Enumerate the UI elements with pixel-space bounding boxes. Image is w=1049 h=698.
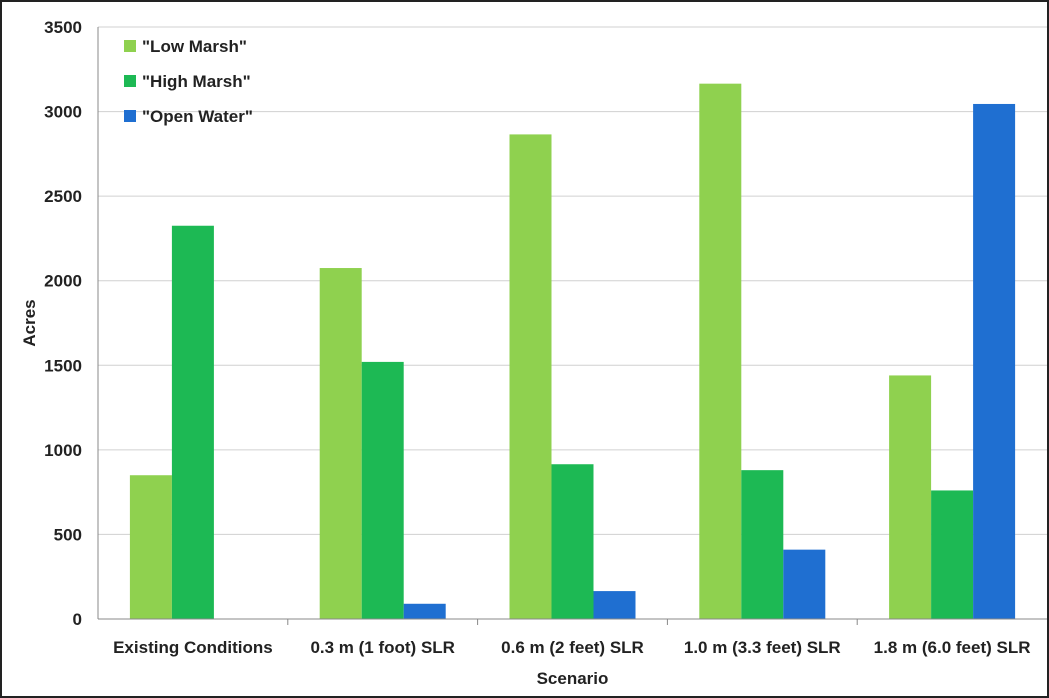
bar	[889, 375, 932, 619]
y-tick-label: 1500	[44, 356, 82, 375]
y-axis-title: Acres	[20, 299, 39, 346]
bar	[509, 134, 552, 620]
y-tick-label: 500	[54, 525, 82, 544]
bar	[593, 591, 636, 619]
x-tick-label: 0.6 m (2 feet) SLR	[501, 638, 644, 657]
bar	[973, 103, 1016, 619]
bars	[129, 83, 1016, 620]
bar	[741, 470, 784, 619]
x-tick-label: 0.3 m (1 foot) SLR	[310, 638, 455, 657]
x-axis-title: Scenario	[537, 669, 609, 688]
bar	[171, 225, 214, 619]
x-tick-label: 1.0 m (3.3 feet) SLR	[684, 638, 841, 657]
bar	[783, 549, 826, 619]
bar	[699, 83, 742, 620]
legend: "Low Marsh" "High Marsh" "Open Water"	[124, 37, 253, 126]
legend-label: "High Marsh"	[142, 72, 251, 91]
legend-label: "Open Water"	[142, 107, 253, 126]
axes: 0 500 1000 1500 2000 2500 3000 3500 Existing Con…	[44, 18, 1047, 657]
bar	[931, 490, 974, 619]
y-tick-label: 2000	[44, 272, 82, 291]
legend-swatch	[124, 75, 136, 87]
bar	[551, 464, 594, 619]
y-tick-label: 1000	[44, 441, 82, 460]
legend-swatch	[124, 110, 136, 122]
y-tick-label: 2500	[44, 187, 82, 206]
bar	[129, 475, 172, 619]
y-tick-label: 0	[73, 610, 82, 629]
x-tick-label: Existing Conditions	[113, 638, 273, 657]
gridlines	[98, 26, 1047, 620]
y-tick-label: 3500	[44, 18, 82, 37]
bar	[319, 268, 362, 619]
bar	[403, 603, 446, 619]
legend-swatch	[124, 40, 136, 52]
bar	[361, 361, 404, 619]
y-tick-label: 3000	[44, 103, 82, 122]
legend-label: "Low Marsh"	[142, 37, 247, 56]
x-tick-label: 1.8 m (6.0 feet) SLR	[874, 638, 1031, 657]
